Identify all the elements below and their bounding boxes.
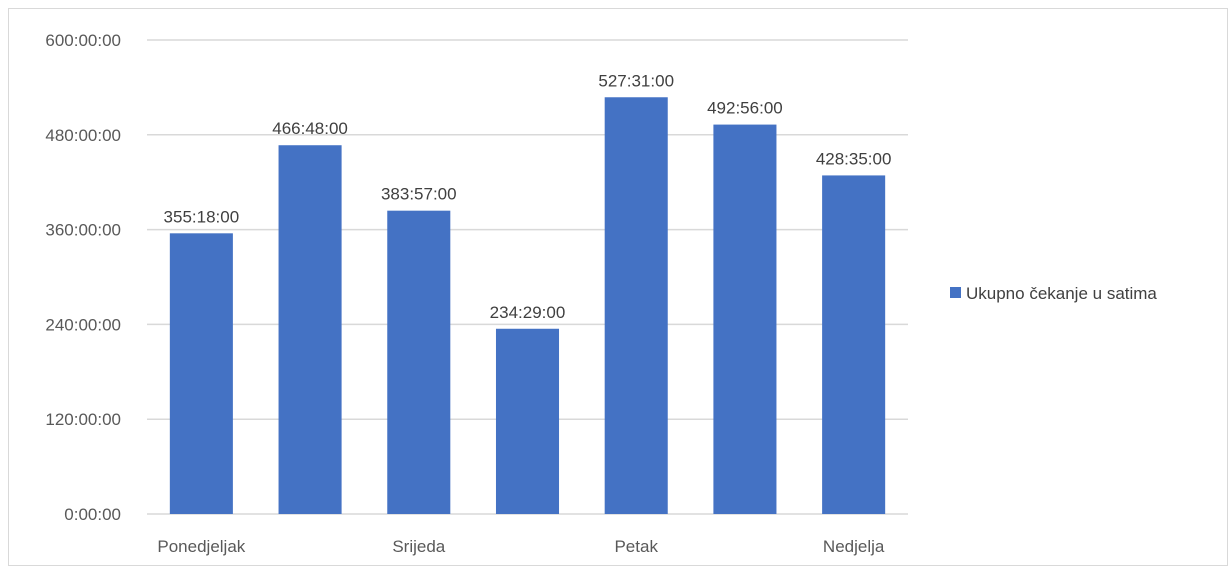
y-tick-label: 480:00:00 bbox=[45, 126, 121, 145]
x-tick-label: Ponedjeljak bbox=[157, 537, 245, 556]
bars bbox=[169, 97, 886, 515]
bar bbox=[822, 175, 886, 514]
data-label: 383:57:00 bbox=[381, 185, 457, 204]
legend-swatch bbox=[950, 287, 961, 298]
data-label: 428:35:00 bbox=[816, 149, 892, 168]
bar bbox=[387, 210, 451, 514]
data-label: 234:29:00 bbox=[490, 303, 566, 322]
data-label: 466:48:00 bbox=[272, 119, 348, 138]
y-tick-label: 0:00:00 bbox=[64, 505, 121, 524]
bar bbox=[713, 124, 777, 514]
y-tick-label: 360:00:00 bbox=[45, 221, 121, 240]
gridlines bbox=[147, 39, 908, 515]
x-tick-label: Nedjelja bbox=[823, 537, 885, 556]
x-tick-label: Petak bbox=[614, 537, 658, 556]
data-label: 355:18:00 bbox=[164, 207, 240, 226]
legend: Ukupno čekanje u satima bbox=[950, 284, 1157, 303]
data-label: 527:31:00 bbox=[598, 71, 674, 90]
bar bbox=[495, 328, 560, 514]
x-tick-label: Srijeda bbox=[392, 537, 445, 556]
bar bbox=[604, 97, 668, 514]
bar bbox=[278, 145, 342, 514]
y-axis-tick-labels: 0:00:00 120:00:00 240:00:00 360:00:00 480:00… bbox=[45, 31, 121, 524]
bar bbox=[169, 233, 233, 515]
data-label: 492:56:00 bbox=[707, 99, 783, 118]
y-tick-label: 240:00:00 bbox=[45, 315, 121, 334]
legend-label: Ukupno čekanje u satima bbox=[966, 284, 1157, 303]
y-tick-label: 600:00:00 bbox=[45, 31, 121, 50]
x-axis-category-labels: Ponedjeljak Srijeda Petak Nedjelja bbox=[157, 537, 884, 556]
data-labels: 355:18:00 466:48:00 383:57:00 234:29:00 527:… bbox=[164, 71, 892, 321]
y-tick-label: 120:00:00 bbox=[45, 410, 121, 429]
